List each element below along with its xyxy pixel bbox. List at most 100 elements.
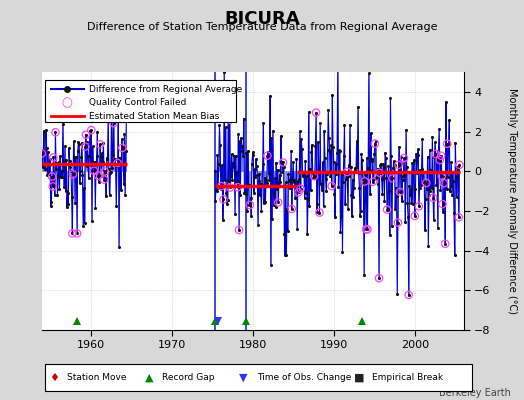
Text: ■: ■ xyxy=(354,373,364,382)
Point xyxy=(368,158,376,164)
Point xyxy=(373,172,381,179)
Point xyxy=(423,154,432,160)
Point xyxy=(328,92,336,98)
Point xyxy=(369,176,378,182)
Point xyxy=(339,249,347,255)
Point xyxy=(286,177,294,183)
Point xyxy=(355,184,364,191)
Point xyxy=(353,138,361,144)
Point xyxy=(75,180,84,186)
Point xyxy=(416,166,424,173)
Point xyxy=(211,198,220,204)
Point xyxy=(372,138,380,144)
Point xyxy=(376,170,384,176)
Point xyxy=(302,190,310,196)
Point xyxy=(104,114,112,121)
Point xyxy=(276,172,284,178)
Point xyxy=(429,194,437,201)
Point xyxy=(42,144,51,151)
Point xyxy=(73,148,82,154)
Point xyxy=(351,168,359,174)
Point xyxy=(398,177,407,183)
Point xyxy=(365,70,373,77)
Point xyxy=(100,176,108,183)
Point xyxy=(312,109,320,116)
Point xyxy=(325,135,333,142)
Text: Station Move: Station Move xyxy=(67,373,127,382)
Point xyxy=(370,151,378,158)
Point xyxy=(398,197,406,204)
Point xyxy=(388,175,397,182)
Point xyxy=(289,158,297,165)
Point xyxy=(315,209,324,216)
Point xyxy=(107,100,116,107)
Point xyxy=(49,154,58,161)
Point xyxy=(348,213,356,219)
Point xyxy=(65,145,73,151)
Point xyxy=(402,127,410,133)
Point xyxy=(274,199,282,206)
Point xyxy=(395,162,403,168)
Point xyxy=(453,194,461,201)
Point xyxy=(281,179,290,186)
Point xyxy=(358,176,367,183)
Point xyxy=(117,136,126,142)
Point xyxy=(112,203,121,209)
Point xyxy=(263,152,271,159)
Point xyxy=(118,145,127,151)
Point xyxy=(418,136,427,143)
Point xyxy=(332,170,341,177)
Point xyxy=(99,159,107,165)
Point xyxy=(449,168,457,175)
Point xyxy=(331,214,339,220)
Point xyxy=(370,140,379,147)
Point xyxy=(249,149,257,156)
Point xyxy=(351,165,359,172)
Point xyxy=(367,156,376,162)
Point xyxy=(447,159,455,165)
Point xyxy=(303,231,311,237)
Point xyxy=(221,124,230,130)
Point xyxy=(54,159,63,165)
Point xyxy=(387,153,395,159)
Point xyxy=(280,230,289,237)
Point xyxy=(39,147,48,153)
Point xyxy=(77,154,85,160)
Point xyxy=(316,120,324,126)
Point xyxy=(329,144,337,150)
Point xyxy=(271,175,279,182)
Point xyxy=(105,192,114,198)
Point xyxy=(222,190,231,196)
Point xyxy=(343,169,352,175)
Point xyxy=(313,208,321,215)
Point xyxy=(391,206,399,212)
Point xyxy=(314,139,322,145)
Point xyxy=(87,127,95,133)
Point xyxy=(66,164,74,170)
Point xyxy=(90,168,98,174)
Point xyxy=(395,144,403,150)
Point xyxy=(364,165,373,172)
Point xyxy=(94,172,102,179)
Point xyxy=(377,160,385,167)
Point xyxy=(428,184,436,191)
Point xyxy=(421,196,430,202)
Point xyxy=(276,179,285,185)
Point xyxy=(290,176,299,183)
Point xyxy=(113,162,121,168)
Point xyxy=(320,128,329,135)
Point xyxy=(267,262,275,268)
Point xyxy=(340,153,348,159)
Point xyxy=(230,152,238,159)
Point xyxy=(226,184,234,191)
Point xyxy=(325,148,334,154)
Point xyxy=(102,193,111,200)
Point xyxy=(241,189,249,195)
Point xyxy=(335,148,344,155)
Point xyxy=(365,166,374,173)
Point xyxy=(369,179,377,185)
Point xyxy=(259,120,268,126)
Point xyxy=(218,162,226,169)
Point xyxy=(422,180,431,186)
Point xyxy=(47,203,55,209)
